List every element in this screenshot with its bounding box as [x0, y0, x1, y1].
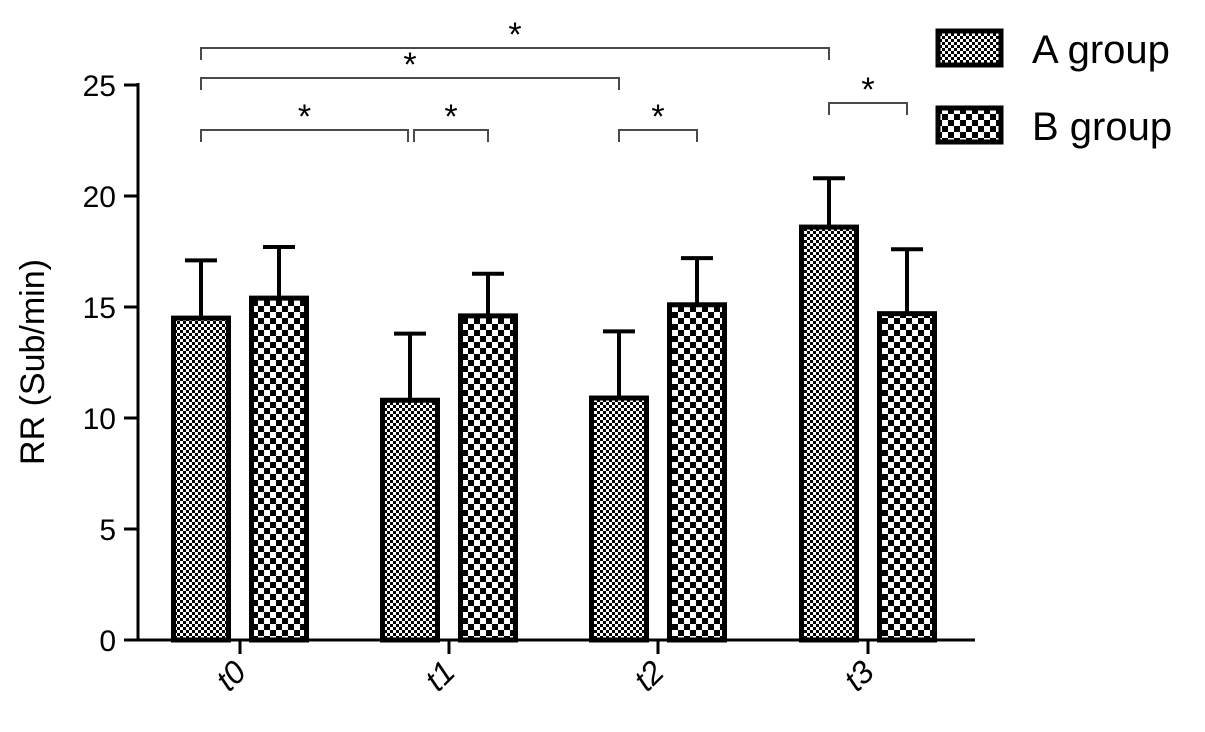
bar-t1-b-group — [458, 313, 518, 643]
legend-swatch-a-group — [935, 28, 1004, 68]
significance-bracket-5 — [618, 129, 698, 142]
significance-bracket-3 — [200, 129, 409, 142]
bar-t1-a-group — [380, 397, 440, 643]
x-tick-label-t0: t0 — [209, 653, 253, 697]
bars — [171, 176, 937, 643]
x-tick-label-t1: t1 — [418, 653, 462, 697]
significance-bracket-2 — [200, 77, 620, 90]
y-tick-label-25: 25 — [83, 70, 116, 103]
significance-bracket-1 — [200, 47, 830, 60]
legend-label-b-group: B group — [1032, 105, 1172, 149]
significance-star-2: * — [403, 46, 416, 84]
y-tick-label-10: 10 — [83, 403, 116, 436]
significance-brackets: * * * * * * — [200, 16, 908, 142]
y-tick-label-5: 5 — [99, 514, 116, 547]
legend-swatch-b-group — [935, 105, 1004, 145]
significance-bracket-4 — [413, 129, 489, 142]
y-axis-label: RR (Sub/min) — [14, 259, 52, 465]
legend: A group B group — [935, 28, 1172, 149]
bar-t2-a-group — [589, 395, 649, 643]
significance-star-3: * — [298, 98, 311, 136]
bar-t2-b-group — [667, 302, 727, 643]
bar-t0-a-group — [171, 315, 231, 643]
bar-t3-a-group — [799, 224, 859, 643]
significance-star-5: * — [651, 98, 664, 136]
y-tick-label-15: 15 — [83, 292, 116, 325]
legend-label-a-group: A group — [1032, 28, 1170, 72]
bar-t3-b-group — [877, 311, 937, 643]
x-tick-label-t2: t2 — [627, 653, 671, 697]
significance-star-4: * — [444, 98, 457, 136]
significance-star-1: * — [508, 16, 521, 54]
y-tick-label-0: 0 — [99, 625, 116, 658]
x-tick-label-t3: t3 — [837, 653, 881, 697]
y-tick-label-20: 20 — [83, 181, 116, 214]
significance-bracket-6 — [828, 102, 908, 115]
bar-t0-b-group — [249, 295, 309, 643]
significance-star-6: * — [861, 71, 874, 109]
